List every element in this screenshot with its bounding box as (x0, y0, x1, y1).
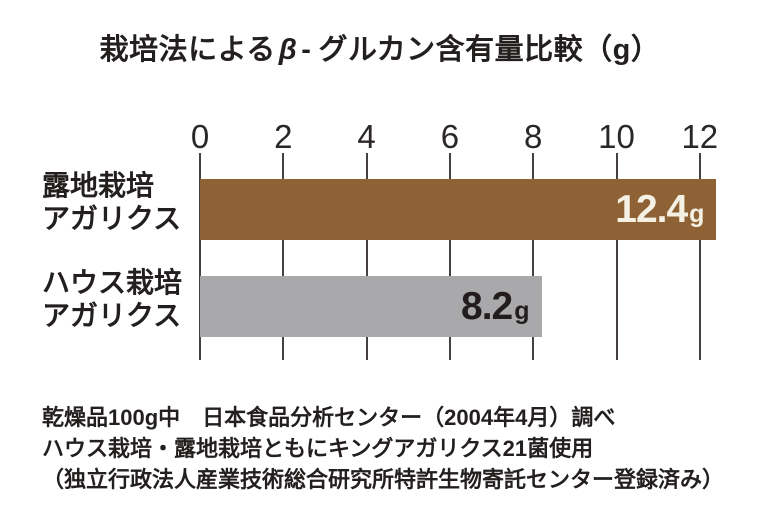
title-hyphen: - (301, 34, 312, 66)
footnotes: 乾燥品100g中 日本食品分析センター（2004年4月）調べ ハウス栽培・露地栽… (42, 402, 724, 495)
category-label-line: アガリクス (42, 300, 182, 331)
footnote-line: ハウス栽培・露地栽培ともにキングアガリクス21菌使用 (42, 436, 594, 461)
beta-symbol: β (278, 34, 298, 66)
bar-value-unit: g (514, 296, 530, 325)
bar: 12.4g (200, 179, 717, 240)
category-label: 露地栽培 アガリクス (42, 169, 181, 235)
gridline (615, 153, 618, 360)
gridline (448, 153, 451, 360)
bar-value-number: 8.2 (461, 284, 513, 328)
footnote-line: 乾燥品100g中 日本食品分析センター（2004年4月）調べ (42, 405, 616, 430)
title-pre: 栽培法による (99, 34, 276, 66)
gridline (365, 153, 368, 360)
footnote-line: （独立行政法人産業技術総合研究所特許生物寄託センター登録済み） (42, 467, 725, 492)
x-axis-tick-label: 0 (190, 118, 210, 155)
x-axis-tick-label: 8 (524, 118, 543, 155)
x-axis-tick-label: 12 (681, 118, 719, 155)
bar: 8.2g (200, 276, 542, 337)
bar-value-label: 12.4g (615, 188, 704, 232)
gridline (199, 153, 201, 360)
title-post: グルカン含有量比較（g） (318, 34, 661, 66)
x-axis-tick-label: 4 (357, 118, 376, 155)
category-label-line: 露地栽培 (42, 170, 155, 201)
category-label-line: アガリクス (42, 203, 182, 234)
bar-value-unit: g (689, 199, 705, 228)
gridline (532, 153, 535, 360)
x-axis-tick-label: 6 (440, 118, 460, 155)
bar-value-number: 12.4 (615, 187, 688, 231)
category-label-line: ハウス栽培 (42, 267, 183, 298)
x-axis-tick-label: 2 (274, 118, 293, 155)
gridline (698, 153, 701, 360)
x-axis-tick-label: 10 (598, 118, 635, 155)
bar-value-label: 8.2g (461, 285, 530, 329)
chart-title: 栽培法による β - グルカン含有量比較（g） (0, 32, 760, 68)
category-label: ハウス栽培 アガリクス (42, 266, 182, 332)
gridline (282, 153, 285, 360)
